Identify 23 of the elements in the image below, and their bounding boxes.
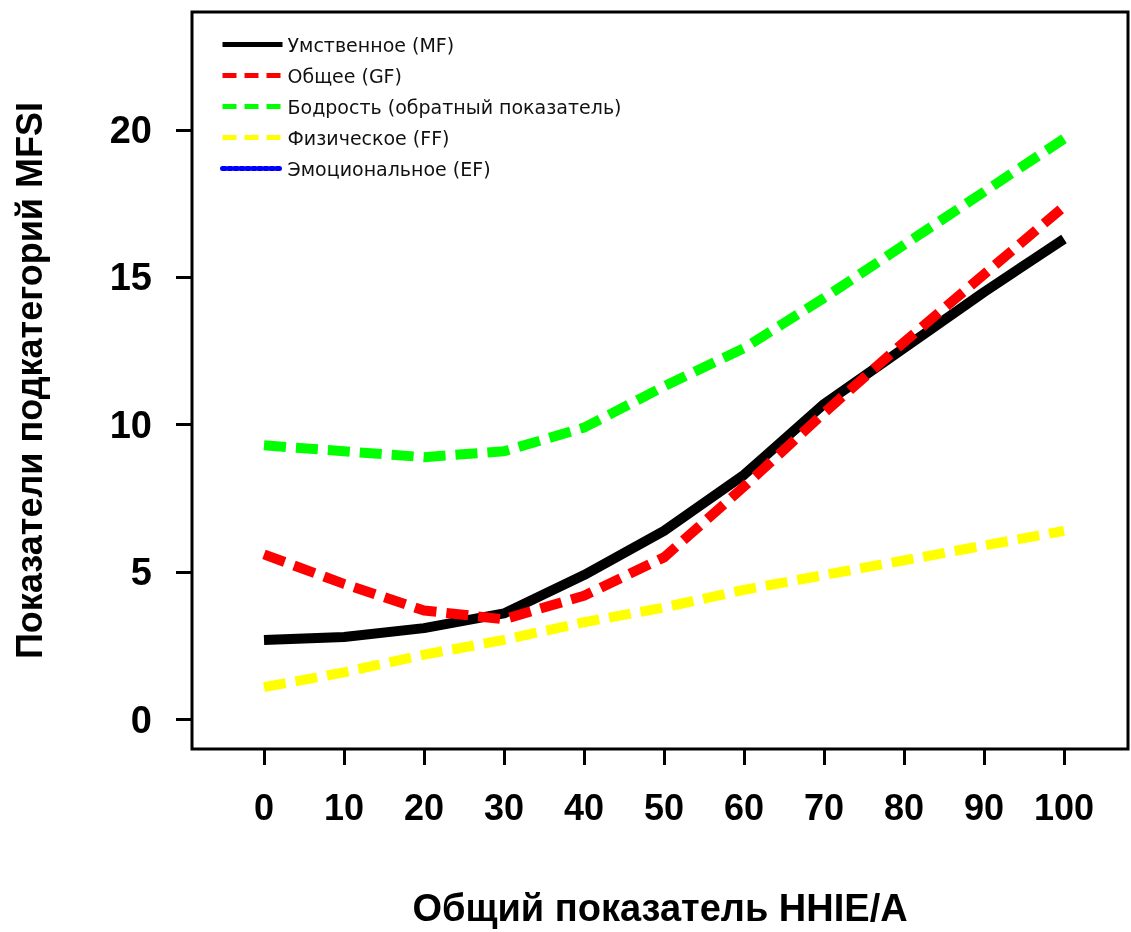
y-tick-label: 20 — [109, 108, 152, 151]
x-tick-label: 50 — [643, 786, 685, 828]
y-tick-label: 0 — [130, 698, 152, 741]
x-tick-label: 20 — [403, 786, 445, 828]
x-tick-label: 30 — [483, 786, 525, 828]
y-axis-title: Показатели подкатегорий MFSI — [8, 102, 50, 659]
x-tick-label: 0 — [253, 786, 275, 828]
y-tick-label: 15 — [109, 256, 152, 299]
x-tick-label: 90 — [963, 786, 1005, 828]
x-tick-label: 100 — [1033, 786, 1095, 828]
x-tick-label: 70 — [803, 786, 845, 828]
x-axis-title: Общий показатель HHIE/A — [412, 887, 908, 929]
legend-label: Бодрость (обратный показатель) — [287, 95, 622, 118]
y-tick-label: 5 — [130, 551, 152, 594]
legend-label: Эмоциональное (EF) — [287, 157, 491, 180]
x-tick-label: 80 — [883, 786, 925, 828]
legend-label: Общее (GF) — [287, 64, 402, 87]
legend-label: Физическое (FF) — [287, 126, 450, 149]
y-tick-label: 10 — [109, 403, 152, 446]
x-tick-label: 40 — [563, 786, 605, 828]
x-tick-label: 60 — [723, 786, 765, 828]
x-tick-label: 10 — [323, 786, 365, 828]
legend-label: Умственное (MF) — [287, 33, 455, 56]
